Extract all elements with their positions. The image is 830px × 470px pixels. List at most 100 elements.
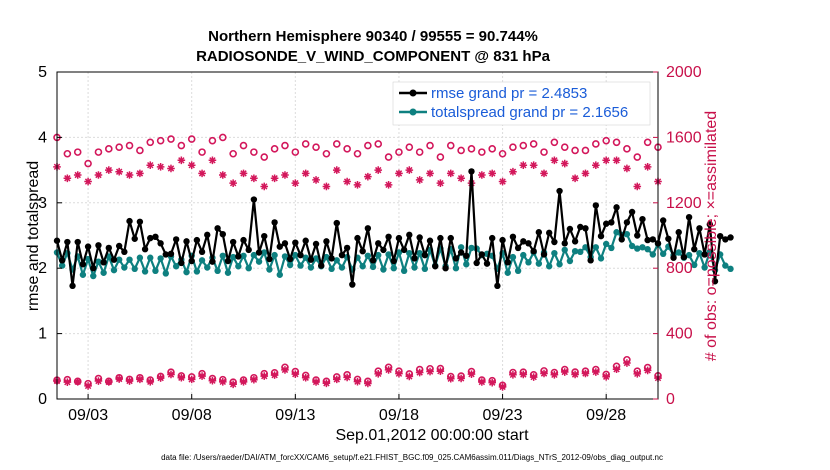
spread-point: [685, 251, 693, 259]
rmse-point: [224, 257, 232, 265]
spread-point: [261, 249, 268, 256]
obs-assimilated-point: [146, 161, 155, 169]
obs-possible-point: [571, 146, 579, 155]
rmse-point: [141, 246, 149, 253]
obs-assimilated-point: [187, 375, 196, 384]
spread-point: [250, 251, 258, 259]
obs-possible-point: [602, 136, 610, 145]
obs-assimilated-point: [529, 161, 538, 169]
rmse-point: [152, 233, 159, 241]
rmse-point: [105, 244, 113, 252]
obs-possible-point: [478, 148, 486, 156]
rmse-point: [421, 251, 429, 259]
obs-assimilated-point: [364, 172, 372, 181]
rmse-point: [266, 255, 273, 263]
obs-assimilated-point: [177, 373, 186, 382]
chart-title-line1: Northern Hemisphere 90340 / 99555 = 90.7…: [208, 28, 538, 45]
obs-assimilated-point: [498, 383, 507, 391]
rmse-point: [659, 217, 667, 224]
rmse-point: [442, 265, 449, 272]
rmse-point: [463, 252, 470, 259]
obs-possible-point: [560, 143, 569, 152]
spread-point: [659, 250, 667, 258]
obs-possible-point: [177, 141, 186, 150]
obs-assimilated-point: [446, 169, 455, 178]
series-layer: [53, 133, 734, 391]
obs-possible-point: [436, 153, 445, 161]
left-axis: 0 1 2 3 4 5: [38, 64, 62, 408]
spread-point: [504, 269, 511, 276]
obs-assimilated-point: [94, 377, 103, 385]
obs-assimilated-point: [540, 369, 548, 378]
rmse-point: [649, 236, 657, 243]
spread-point: [649, 251, 657, 258]
rmse-point: [250, 196, 258, 203]
spread-point: [323, 253, 330, 261]
spread-point: [592, 244, 600, 251]
rmse-point: [354, 234, 361, 242]
rmse-point: [183, 238, 190, 245]
rmse-point: [691, 246, 698, 253]
y-right-tick-label: 1200: [666, 195, 702, 212]
obs-assimilated-point: [602, 372, 610, 381]
spread-point: [162, 270, 170, 277]
series-rmse: [53, 168, 734, 290]
spread-point: [266, 266, 273, 273]
obs-assimilated-point: [136, 375, 144, 384]
spread-point: [509, 253, 517, 261]
spread-point: [623, 230, 631, 238]
data-file-footer: data file: /Users/raeder/DAI/ATM_forcXX/…: [161, 453, 663, 462]
obs-assimilated-point: [73, 378, 82, 386]
obs-possible-point: [415, 148, 424, 156]
obs-assimilated-point: [478, 378, 486, 386]
rmse-point: [432, 263, 439, 270]
rmse-point: [369, 257, 377, 264]
rmse-point: [406, 231, 413, 239]
spread-point: [727, 265, 734, 273]
x-tick-label: 09/03: [68, 407, 108, 424]
rmse-point: [468, 168, 475, 175]
spread-point: [364, 252, 372, 259]
rmse-point: [411, 255, 418, 262]
obs-assimilated-point: [353, 181, 362, 189]
obs-assimilated-point: [509, 371, 517, 379]
spread-point: [276, 271, 283, 278]
rmse-point: [504, 259, 511, 266]
obs-possible-point: [63, 149, 72, 158]
rmse-point: [100, 259, 107, 266]
obs-possible-point: [384, 153, 393, 161]
obs-assimilated-point: [332, 166, 341, 174]
spread-point: [255, 258, 263, 265]
spread-point: [131, 265, 138, 273]
obs-assimilated-point: [322, 182, 331, 191]
obs-assimilated-point: [94, 171, 103, 179]
rmse-point: [359, 247, 366, 255]
y-right-tick-label: 0: [666, 391, 675, 408]
spread-point: [136, 254, 144, 261]
obs-assimilated-point: [592, 368, 600, 376]
obs-assimilated-point: [415, 368, 424, 377]
obs-assimilated-point: [301, 373, 310, 382]
rmse-point: [680, 253, 688, 261]
obs-possible-point: [395, 148, 403, 156]
obs-possible-point: [198, 148, 206, 156]
obs-assimilated-point: [457, 174, 465, 183]
spread-point: [121, 264, 128, 271]
rmse-point: [328, 255, 335, 262]
rmse-point: [634, 232, 641, 239]
rmse-point: [147, 234, 154, 242]
obs-possible-point: [343, 145, 351, 153]
spread-point: [452, 265, 460, 272]
rmse-point: [639, 215, 646, 223]
rmse-point: [706, 221, 714, 228]
spread-point: [79, 271, 87, 278]
obs-possible-point: [301, 140, 310, 148]
obs-assimilated-point: [612, 156, 621, 165]
obs-possible-point: [405, 143, 414, 152]
rmse-point: [167, 250, 175, 258]
obs-assimilated-point: [633, 370, 642, 378]
obs-possible-point: [592, 140, 600, 148]
legend: rmse grand pr = 2.4853 totalspread grand…: [392, 81, 651, 126]
obs-possible-point: [446, 141, 455, 150]
rmse-point: [618, 236, 625, 243]
